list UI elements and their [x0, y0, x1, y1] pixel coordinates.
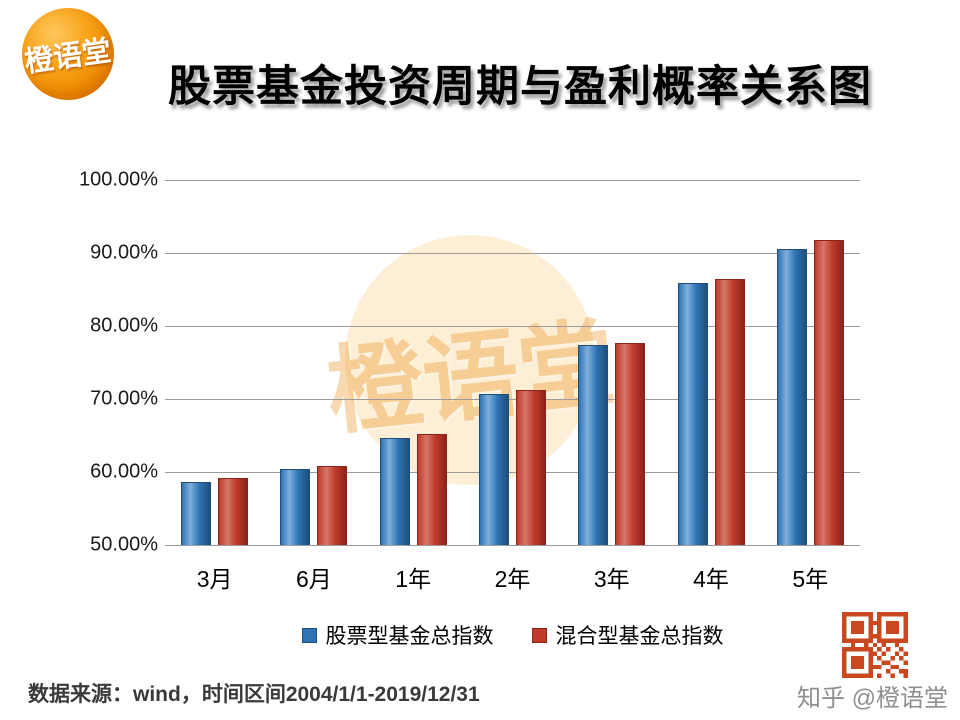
page-title: 股票基金投资周期与盈利概率关系图: [168, 63, 872, 111]
gridline: [165, 545, 860, 546]
gridline: [165, 326, 860, 327]
legend-swatch: [531, 627, 547, 643]
gridline: [165, 253, 860, 254]
bars: [165, 180, 860, 545]
qr-code: [842, 612, 908, 678]
gridline: [165, 180, 860, 181]
credit-text: 知乎 @橙语堂: [796, 685, 948, 712]
gridline: [165, 399, 860, 400]
logo-text: 橙语堂: [23, 35, 114, 79]
bar-group: [165, 180, 264, 545]
bar-group: [364, 180, 463, 545]
bar-series-1: [317, 466, 348, 545]
y-tick-label: 100.00%: [79, 168, 158, 191]
legend-item: 混合型基金总指数: [531, 620, 724, 650]
bar-series-0: [379, 437, 410, 545]
legend: 股票型基金总指数 混合型基金总指数: [165, 620, 860, 650]
bar-series-1: [218, 477, 249, 545]
data-source: 数据来源：wind，时间区间2004/1/1-2019/12/31: [28, 683, 480, 706]
bar-group: [562, 180, 661, 545]
legend-label: 混合型基金总指数: [555, 625, 724, 648]
y-tick-label: 90.00%: [90, 241, 158, 264]
y-tick-label: 80.00%: [90, 314, 158, 337]
x-tick-label: 3月: [196, 566, 233, 592]
x-tick-label: 1年: [395, 566, 432, 592]
bar-group: [661, 180, 760, 545]
bar-group: [264, 180, 363, 545]
bar-group: [761, 180, 860, 545]
plot-area: [165, 180, 860, 546]
bar-series-1: [813, 239, 844, 545]
bar-series-1: [515, 390, 546, 545]
logo: 橙语堂: [22, 8, 114, 100]
x-tick-label: 6月: [296, 566, 332, 592]
bar-series-1: [714, 279, 745, 545]
bar-group: [463, 180, 562, 545]
legend-swatch: [301, 627, 317, 643]
y-axis: 100.00% 90.00% 80.00% 70.00% 60.00% 50.00%: [55, 169, 158, 556]
bar-series-0: [776, 249, 807, 545]
legend-label: 股票型基金总指数: [325, 625, 494, 648]
bar-series-1: [615, 342, 646, 545]
legend-item: 股票型基金总指数: [301, 620, 494, 650]
x-tick-label: 2年: [494, 566, 531, 592]
x-tick-label: 5年: [792, 566, 829, 592]
x-axis: 3月 6月 1年 2年 3年 4年 5年: [165, 560, 860, 594]
bar-series-0: [478, 393, 509, 545]
x-tick-label: 3年: [593, 566, 630, 592]
bar-series-0: [280, 469, 311, 545]
bar-series-0: [181, 482, 212, 545]
bar-series-0: [677, 282, 708, 545]
y-tick-label: 50.00%: [90, 533, 158, 556]
gridline: [165, 472, 860, 473]
x-tick-label: 4年: [693, 566, 729, 592]
bar-series-0: [578, 344, 609, 545]
bar-series-1: [416, 434, 447, 545]
y-tick-label: 70.00%: [90, 387, 158, 410]
y-tick-label: 60.00%: [90, 460, 158, 483]
